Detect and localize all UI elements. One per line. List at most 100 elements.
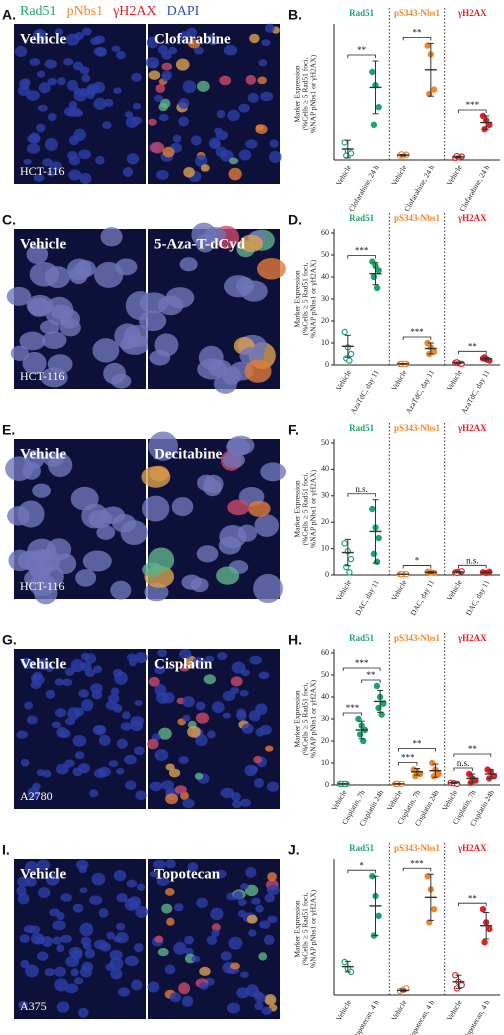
- nucleus: [249, 33, 260, 44]
- nucleus: [44, 59, 57, 69]
- category-label: DAC, day 11: [409, 578, 437, 617]
- nucleus: [190, 577, 209, 593]
- significance-bracket: [458, 902, 487, 907]
- nucleus: [179, 257, 198, 272]
- image-label: Topotecan: [154, 866, 221, 882]
- nucleus: [68, 155, 81, 166]
- nucleus: [93, 665, 102, 674]
- y-tick-label: 40: [321, 272, 329, 281]
- data-point: [486, 925, 493, 933]
- nucleus: [75, 569, 97, 587]
- group-label: γH2AX: [457, 423, 487, 433]
- y-tick-label: 10: [321, 758, 329, 767]
- nucleus: [210, 907, 224, 920]
- nucleus: [27, 787, 40, 800]
- nucleus: [187, 862, 199, 872]
- nucleus: [139, 292, 169, 314]
- nucleus: [94, 724, 107, 734]
- micrograph: [6, 227, 156, 389]
- panel-label: C.: [2, 212, 16, 228]
- cell-line-label: A375: [20, 999, 47, 1013]
- nucleus: [10, 345, 30, 362]
- significance-label: ***: [355, 246, 369, 256]
- data-point: [346, 357, 353, 364]
- group-label: pS343-Nbs1: [394, 843, 441, 853]
- nucleus: [117, 987, 131, 997]
- nucleus: [106, 931, 116, 940]
- nucleus: [237, 910, 247, 918]
- group-label: pS343-Nbs1: [394, 213, 441, 223]
- nucleus: [191, 222, 217, 247]
- image-label: Vehicle: [20, 656, 66, 672]
- nucleus: [116, 738, 128, 749]
- nucleus: [260, 462, 287, 482]
- nucleus: [85, 653, 97, 664]
- nucleus: [54, 28, 64, 37]
- micrograph: [141, 431, 287, 604]
- nucleus: [125, 780, 137, 791]
- nucleus: [44, 968, 56, 977]
- nucleus: [135, 905, 149, 919]
- nucleus: [32, 483, 51, 498]
- significance-label: ***: [355, 658, 369, 668]
- nucleus: [222, 690, 236, 702]
- data-point: [341, 328, 348, 336]
- nucleus: [29, 262, 60, 287]
- data-point: [375, 267, 382, 274]
- nucleus: [45, 873, 60, 886]
- y-tick-label: 20: [321, 517, 329, 526]
- nucleus: [261, 1006, 273, 1015]
- nucleus: [134, 699, 143, 706]
- nucleus: [61, 678, 73, 687]
- nucleus: [28, 132, 41, 144]
- nucleus: [19, 331, 46, 351]
- category-label: Vehicle: [389, 578, 408, 603]
- nucleus: [162, 146, 175, 158]
- nucleus: [240, 669, 250, 676]
- nucleus: [207, 730, 216, 739]
- nucleus: [240, 798, 252, 807]
- nucleus: [98, 734, 111, 747]
- nucleus: [25, 964, 39, 978]
- nucleus: [93, 768, 107, 779]
- nucleus: [227, 109, 240, 122]
- y-tick-label: 60: [321, 228, 329, 237]
- nucleus: [92, 81, 106, 94]
- nucleus: [26, 143, 41, 154]
- nucleus: [139, 310, 167, 332]
- nucleus: [96, 525, 116, 540]
- nucleus: [89, 789, 99, 798]
- nucleus: [37, 104, 48, 112]
- nucleus: [24, 701, 34, 710]
- nucleus: [14, 45, 28, 58]
- nucleus: [54, 678, 64, 686]
- category-label: Vehicle: [389, 163, 408, 188]
- nucleus: [81, 27, 92, 36]
- nucleus: [79, 66, 90, 75]
- nucleus: [197, 358, 227, 380]
- nucleus: [265, 745, 274, 752]
- significance-label: ***: [401, 753, 415, 763]
- micrograph: [5, 439, 148, 605]
- data-point: [347, 350, 355, 358]
- micrograph: [139, 222, 286, 394]
- nucleus: [158, 114, 169, 122]
- nucleus: [115, 767, 125, 775]
- category-label: Vehicle: [445, 368, 464, 393]
- nucleus: [248, 929, 257, 937]
- nucleus: [93, 97, 107, 110]
- nucleus: [181, 995, 194, 1007]
- nucleus: [116, 892, 128, 903]
- nucleus: [228, 157, 239, 165]
- nucleus: [124, 754, 137, 765]
- nucleus: [196, 897, 208, 909]
- nucleus: [254, 514, 280, 537]
- nucleus: [90, 683, 103, 694]
- significance-bracket: [347, 54, 376, 58]
- nucleus: [54, 978, 68, 992]
- nucleus: [66, 79, 79, 91]
- y-tick-label: 40: [321, 464, 329, 473]
- nucleus: [161, 62, 173, 71]
- significance-label: ***: [410, 327, 424, 337]
